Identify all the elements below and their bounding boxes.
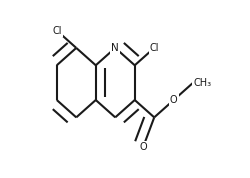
Text: CH₃: CH₃ [193, 78, 211, 88]
Text: N: N [112, 43, 119, 53]
Text: Cl: Cl [52, 26, 62, 36]
Text: O: O [170, 95, 177, 105]
Text: Cl: Cl [150, 43, 159, 53]
Text: O: O [139, 142, 147, 152]
